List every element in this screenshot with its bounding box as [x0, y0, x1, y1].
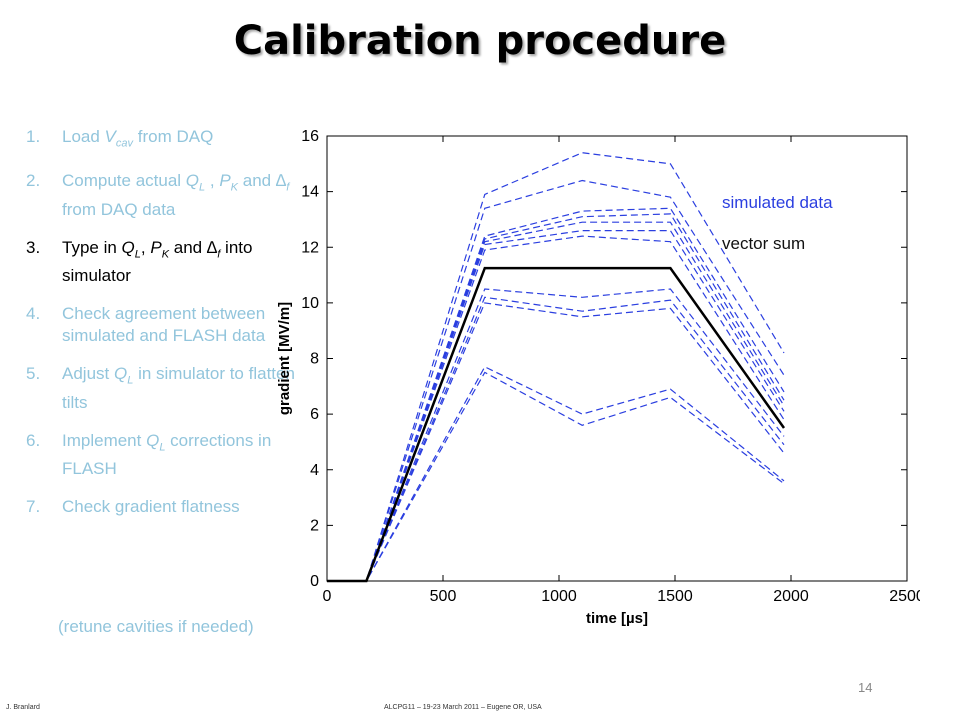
step-text: Check agreement between simulated and FL… [62, 304, 266, 346]
step-text: Compute actual QL , PK and ∆f from DAQ d… [62, 171, 290, 219]
step-text: Load Vcav from DAQ [62, 127, 214, 150]
step-7-continuation: (retune cavities if needed) [58, 617, 254, 636]
simulated-data-line [327, 366, 785, 582]
step-number: 5. [26, 364, 41, 384]
step-7: 7. Check gradient flatness [26, 496, 296, 518]
simulated-data-line [327, 213, 785, 582]
footer-author: J. Branlard [6, 704, 40, 711]
simulated-data-line [327, 229, 785, 582]
y-tick-label: 0 [310, 573, 319, 590]
y-tick-label: 4 [310, 462, 319, 479]
x-tick-label: 1500 [657, 588, 693, 605]
y-tick-label: 10 [301, 295, 319, 312]
simulated-data-line [327, 221, 785, 582]
simulated-data-line [327, 152, 785, 582]
simulated-data-line [327, 302, 785, 582]
step-number: 6. [26, 430, 41, 450]
procedure-steps-list: 1. Load Vcav from DAQ 2. Compute actual … [26, 126, 296, 534]
step-5: 5. Adjust QL in simulator to flatten til… [26, 363, 296, 413]
simulated-data-line [327, 371, 785, 582]
y-tick-label: 6 [310, 406, 319, 423]
x-tick-label: 1000 [541, 588, 577, 605]
x-axis-label: time [µs] [586, 610, 648, 627]
step-text: Check gradient flatness [62, 496, 240, 516]
step-number: 1. [26, 127, 41, 146]
step-2: 2. Compute actual QL , PK and ∆f from DA… [26, 170, 296, 220]
legend-simulated-data: simulated data [722, 193, 833, 212]
step-number: 4. [26, 304, 41, 324]
step-1: 1. Load Vcav from DAQ [26, 126, 296, 154]
x-tick-label: 0 [323, 588, 332, 605]
step-3: 3. Type in QL, PK and ∆f into simulator [26, 237, 296, 287]
simulated-data-line [327, 207, 785, 582]
x-tick-label: 2000 [773, 588, 809, 605]
step-text: Type in QL, PK and ∆f into simulator [62, 237, 253, 286]
step-number: 7. [26, 496, 41, 516]
x-tick-label: 500 [430, 588, 457, 605]
y-tick-label: 2 [310, 517, 319, 534]
y-tick-label: 8 [310, 351, 319, 368]
simulated-data-line [327, 235, 785, 582]
y-tick-label: 12 [301, 239, 319, 256]
legend-vector-sum: vector sum [722, 234, 806, 253]
y-tick-label: 14 [301, 184, 319, 201]
step-number: 3. [26, 237, 41, 257]
step-text: Implement QL corrections in FLASH [62, 430, 272, 478]
y-tick-label: 16 [301, 128, 319, 145]
step-4: 4. Check agreement between simulated and… [26, 303, 296, 347]
slide-title: Calibration procedure [233, 18, 727, 64]
step-6: 6. Implement QL corrections in FLASH [26, 430, 296, 480]
page-number: 14 [858, 680, 873, 695]
step-text: Adjust QL in simulator to flatten tilts [62, 364, 295, 412]
simulated-data-line [327, 296, 785, 582]
y-axis-label: gradient [MV/m] [276, 302, 293, 415]
vector-sum-line [327, 266, 786, 583]
footer-event: ALCPG11 – 19-23 March 2011 – Eugene OR, … [384, 704, 542, 711]
step-number: 2. [26, 171, 41, 191]
